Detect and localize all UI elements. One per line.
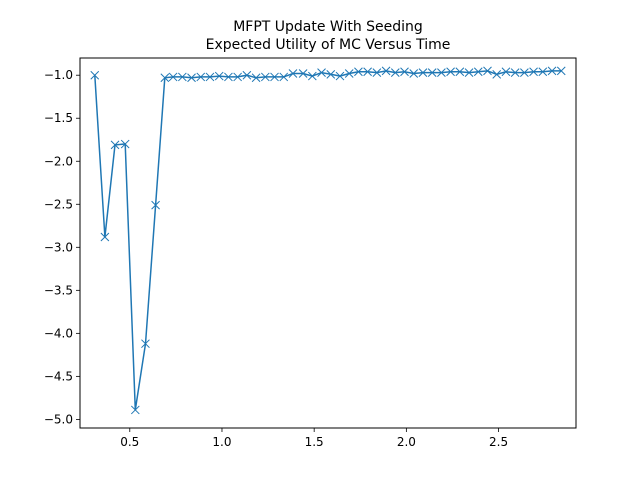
plot-area: 0.5 1.0 1.5 2.0 2.5 −1.0 −1.5 −2.0 −2.5 −3.0 −3.5 −…: [44, 57, 577, 449]
data-point-marker: [260, 72, 270, 82]
x-tick-label: 1.5: [305, 435, 324, 449]
chart-title: MFPT Update With Seeding: [233, 19, 423, 35]
data-point-marker: [344, 69, 354, 78]
data-point-marker: [160, 73, 170, 83]
data-point-marker: [483, 66, 492, 76]
data-point-marker: [400, 67, 409, 77]
data-point-marker: [242, 70, 252, 80]
data-point-marker: [90, 70, 100, 80]
data-point-marker: [196, 72, 206, 82]
data-point-marker: [168, 72, 178, 82]
data-point-marker: [464, 68, 474, 77]
data-point-marker: [520, 68, 529, 77]
data-point-marker: [501, 67, 511, 77]
data-point-marker: [372, 68, 382, 77]
data-point-marker: [224, 72, 233, 82]
data-point-marker: [381, 66, 391, 76]
data-point-marker: [100, 232, 110, 242]
data-point-marker: [251, 73, 261, 83]
data-point-marker: [354, 67, 363, 77]
data-point-marker: [556, 66, 566, 76]
data-point-marker: [130, 405, 140, 415]
data-point-marker: [446, 67, 455, 77]
data-point-marker: [214, 71, 224, 81]
data-point-marker: [492, 69, 502, 79]
axes-frame: [79, 57, 577, 429]
y-tick-label: −2.5: [44, 197, 73, 211]
y-tick-label: −4.5: [44, 369, 73, 383]
data-point-marker: [279, 72, 289, 82]
data-point-marker: [473, 67, 483, 77]
data-point-marker: [437, 68, 446, 77]
y-tick-label: −1.0: [44, 68, 73, 82]
data-point-marker: [538, 67, 548, 77]
y-tick-label: −5.0: [44, 412, 73, 426]
x-tick-label: 2.0: [397, 435, 416, 449]
data-point-marker: [390, 68, 400, 77]
data-point-marker: [510, 68, 520, 77]
data-point-marker: [418, 68, 428, 77]
data-point-marker: [529, 67, 538, 77]
data-point-marker: [270, 72, 279, 82]
data-point-marker: [326, 69, 336, 79]
data-point-marker: [141, 339, 150, 349]
x-tick-label: 0.5: [120, 435, 139, 449]
y-tick-label: −3.5: [44, 283, 73, 297]
y-tick-label: −4.0: [44, 326, 73, 340]
x-tick-label: 1.0: [212, 435, 231, 449]
data-point-marker: [335, 71, 345, 81]
data-point-marker: [409, 69, 419, 78]
data-point-marker: [427, 68, 437, 77]
y-tick-label: −3.0: [44, 240, 73, 254]
data-point-marker: [317, 68, 326, 77]
data-point-marker: [298, 69, 308, 78]
data-point-marker: [233, 72, 243, 82]
y-tick-label: −1.5: [44, 111, 73, 125]
data-point-marker: [110, 140, 120, 150]
chart-subtitle: Expected Utility of MC Versus Time: [206, 37, 451, 53]
data-point-marker: [363, 67, 372, 77]
x-tick-label: 2.5: [489, 435, 508, 449]
y-tick-label: −2.0: [44, 154, 73, 168]
data-point-marker: [177, 72, 187, 82]
data-point-marker: [288, 69, 298, 78]
data-point-marker: [307, 71, 317, 81]
data-point-marker: [151, 200, 160, 210]
data-point-marker: [205, 72, 215, 82]
data-point-marker: [547, 66, 557, 76]
data-point-marker: [120, 139, 130, 149]
data-point-marker: [187, 73, 196, 83]
data-point-marker: [455, 67, 465, 77]
